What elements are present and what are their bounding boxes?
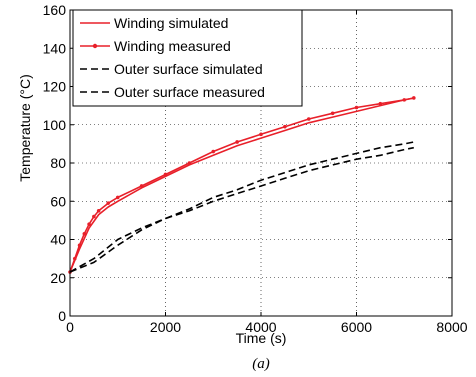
series-marker-2 [235,140,239,144]
y-tick-label: 80 [50,155,66,171]
legend: Winding simulated Winding measured Outer s… [72,9,303,107]
series-marker-2 [306,117,311,121]
legend-label-1: Winding simulated [114,15,228,31]
y-tick-label: 60 [50,193,66,209]
x-tick-label: 8000 [436,319,467,335]
series-marker-2 [77,243,82,248]
series-marker-2 [82,231,87,236]
series-marker-2 [354,105,359,110]
legend-marker-2 [92,43,98,49]
series-line-3 [69,141,414,273]
series-layer [68,96,416,274]
series-marker-2 [330,111,335,116]
x-tick-label: 4000 [245,319,276,335]
grid [70,10,452,316]
series-marker-2 [92,214,96,219]
y-axis-label: Temperature (°C) [17,74,33,182]
series-marker-2 [412,96,416,100]
series-line-1 [69,97,414,273]
series-marker-2 [106,201,110,205]
series-marker-2 [163,172,168,177]
series-line-2 [69,97,414,273]
x-tick-label: 0 [66,319,74,335]
legend-label-2: Winding measured [114,38,231,54]
series-marker-2 [96,209,101,213]
y-tick-label: 100 [43,117,67,133]
series-marker-2 [211,149,216,154]
y-tick-label: 140 [43,40,67,56]
series-marker-2 [72,256,77,261]
series-marker-2 [115,195,120,200]
y-tick-label: 120 [43,79,67,95]
series-marker-2 [87,222,91,226]
series-marker-2 [283,124,287,129]
legend-label-3: Outer surface simulated [114,61,263,77]
series-marker-2 [378,101,383,106]
series-marker-2 [402,98,407,102]
x-tick-label: 6000 [341,319,372,335]
series-marker-2 [187,161,192,165]
y-tick-label: 0 [58,308,66,324]
series-line-4 [69,146,414,273]
series-marker-2 [259,132,263,137]
tick-layer: 0 2000 4000 6000 8000 0 20 40 60 80 100 120 140 160 [43,2,468,335]
x-tick-label: 2000 [150,319,181,335]
legend-box [72,9,303,107]
y-tick-label: 160 [43,2,67,18]
y-tick-label: 40 [50,232,66,248]
series-marker-2 [139,184,144,188]
figure-caption: (a) [252,356,270,372]
legend-label-4: Outer surface measured [114,84,265,100]
y-tick-label: 20 [50,270,66,286]
x-axis-label: Time (s) [236,330,287,346]
